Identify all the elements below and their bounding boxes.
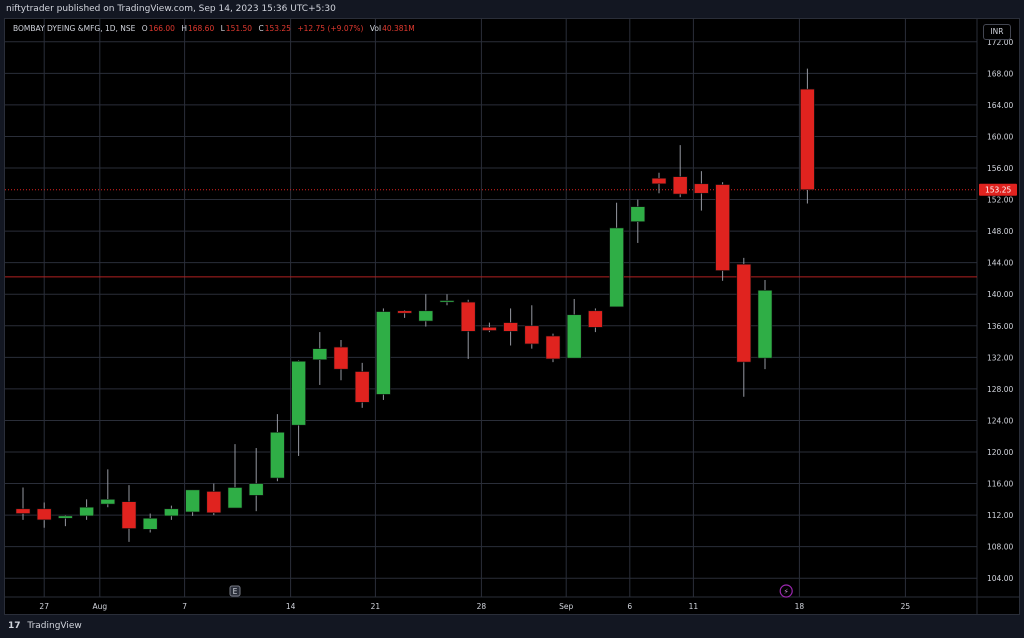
candle-up: [609, 227, 624, 308]
low-value: 151.50: [225, 24, 253, 33]
candle-down: [545, 335, 561, 360]
open-value: 166.00: [148, 24, 175, 33]
candle-up: [312, 348, 328, 360]
brand-name[interactable]: TradingView: [27, 621, 82, 631]
publish-header: niftytrader published on TradingView.com…: [0, 0, 1024, 18]
candle-down: [672, 176, 688, 195]
candle-down: [333, 346, 349, 370]
high-value: 168.60: [187, 24, 215, 33]
high-label: H: [181, 24, 187, 33]
time-tick-label: 25: [901, 602, 911, 611]
candle-up: [630, 206, 646, 222]
chart-frame[interactable]: 104.00 108.00 112.00 116.00 120.00 124.00 128.…: [4, 18, 1020, 615]
candle-up: [100, 499, 116, 505]
candle-up: [248, 483, 264, 496]
price-tick-label: 128.00: [987, 385, 1013, 394]
time-tick-label: 11: [689, 602, 699, 611]
time-tick-label: Aug: [92, 602, 107, 611]
price-tick-label: 148.00: [987, 227, 1013, 236]
price-tick-label: 104.00: [987, 574, 1013, 583]
candle-up: [439, 300, 455, 303]
volume-value: 40.381M: [382, 24, 415, 33]
price-tick-label: 120.00: [987, 448, 1013, 457]
change-value: +12.75 (+9.07%): [297, 24, 364, 33]
time-tick-label: Sep: [559, 602, 573, 611]
price-tick-label: 156.00: [987, 164, 1013, 173]
price-tick-label: 136.00: [987, 322, 1013, 331]
candle-down: [524, 325, 540, 345]
time-tick-label: 27: [39, 602, 49, 611]
earnings-marker-icon: [229, 585, 241, 597]
candle-down: [482, 327, 497, 331]
candle-up: [418, 310, 434, 322]
candle-down: [715, 184, 730, 271]
dividend-marker-icon: [779, 584, 793, 598]
time-tick-label: 28: [477, 602, 487, 611]
last-price-badge: [979, 183, 1017, 196]
candlestick-chart[interactable]: 104.00 108.00 112.00 116.00 120.00 124.00 128.…: [5, 19, 1019, 614]
candle-up: [376, 311, 391, 395]
candle-down: [800, 88, 815, 190]
candle-down: [651, 177, 667, 185]
candle-down: [503, 322, 518, 332]
price-tick-label: 164.00: [987, 101, 1013, 110]
price-tick-label: 140.00: [987, 290, 1013, 299]
price-tick-label: 168.00: [987, 69, 1013, 78]
candle-up: [164, 508, 179, 517]
price-tick-label: 144.00: [987, 259, 1013, 268]
open-label: O: [141, 24, 148, 33]
candle-up: [291, 360, 306, 426]
price-tick-label: 116.00: [987, 480, 1013, 489]
footer-bar: 17 TradingView: [0, 615, 1024, 638]
candle-up: [185, 489, 200, 513]
price-tick-label: 132.00: [987, 353, 1013, 362]
candle-up: [142, 517, 158, 530]
symbol-label: BOMBAY DYEING &MFG, 1D, NSE: [13, 24, 136, 33]
publish-text: niftytrader published on TradingView.com…: [6, 4, 336, 14]
marker-label: E: [233, 587, 238, 596]
time-tick-label: 14: [286, 602, 296, 611]
time-tick-label: 18: [795, 602, 805, 611]
candle-up: [58, 515, 73, 519]
candle-down: [206, 491, 222, 514]
candle-down: [460, 301, 476, 332]
low-label: L: [220, 24, 225, 33]
price-tick-label: 172.00: [987, 38, 1013, 47]
tradingview-logo-icon[interactable]: 17: [8, 621, 21, 631]
candle-up: [757, 289, 773, 359]
price-tick-label: 112.00: [987, 511, 1013, 520]
price-tick-label: 108.00: [987, 543, 1013, 552]
last-price-label: 153.25: [985, 186, 1011, 195]
marker-label: ⚡: [784, 587, 789, 596]
price-tick-label: 124.00: [987, 416, 1013, 425]
candle-down: [15, 508, 31, 514]
symbol-legend: BOMBAY DYEING &MFG, 1D, NSE O166.00 H168…: [13, 24, 419, 33]
candle-down: [397, 310, 412, 314]
close-value: 153.25: [264, 24, 291, 33]
time-tick-label: 7: [182, 602, 187, 611]
candle-down: [736, 263, 752, 363]
currency-button[interactable]: INR: [983, 24, 1011, 40]
candle-down: [36, 508, 52, 521]
volume-label: Vol: [369, 24, 382, 33]
candle-up: [79, 506, 94, 517]
time-tick-label: 21: [371, 602, 381, 611]
candle-down: [121, 501, 137, 529]
candle-up: [227, 487, 243, 509]
candle-down: [588, 310, 603, 328]
price-tick-label: 152.00: [987, 196, 1013, 205]
candle-down: [354, 371, 370, 403]
candle-down: [694, 183, 709, 194]
candle-up: [270, 431, 285, 479]
price-tick-label: 160.00: [987, 132, 1013, 141]
time-tick-label: 6: [627, 602, 632, 611]
close-label: C: [258, 24, 264, 33]
candle-up: [566, 314, 582, 359]
